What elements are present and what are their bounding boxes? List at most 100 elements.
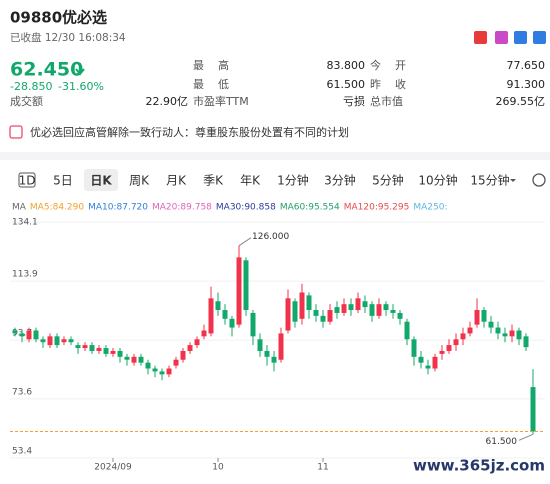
ma-legend: MA MA5:84.290 MA10:87.720 MA20:89.758 MA30:9… — [12, 203, 447, 213]
candle-body — [341, 304, 347, 313]
candle-body — [488, 321, 494, 328]
stat-label: 市盈率TTM — [193, 94, 249, 108]
candle-body — [61, 339, 67, 343]
x-tick-label: 11 — [317, 463, 328, 473]
stat-value: 22.90亿 — [146, 95, 189, 108]
notice[interactable]: 优必选回应高管解除一致行动人：尊重股东股份处置有不同的计划 — [30, 125, 349, 139]
tab[interactable]: 5分钟 — [372, 173, 404, 188]
candle-body — [75, 345, 81, 349]
stats: 成交额 22.90亿 最高 83.800 今开 77.650 最低 61.500 昨收 91.30… — [10, 58, 545, 108]
candle-body — [327, 310, 333, 322]
ma-label: MA120:95.295 — [344, 203, 410, 213]
candle-body — [278, 333, 284, 360]
candle-body — [516, 330, 522, 340]
stat-value: 61.500 — [327, 78, 366, 91]
tab[interactable]: 1D — [19, 174, 36, 188]
ma-label: MA250: — [413, 203, 447, 213]
tab-active-bg[interactable] — [84, 169, 118, 191]
candle-body — [271, 356, 277, 363]
x-tick-label: 2024/09 — [94, 463, 132, 473]
candle-body — [208, 298, 214, 334]
price-change-pct: -31.60% — [58, 80, 104, 93]
ma-label: MA10:87.720 — [88, 203, 148, 213]
candle-body — [250, 312, 256, 337]
tab[interactable]: 日K — [90, 174, 112, 188]
candle-body — [369, 304, 375, 316]
stat-label: 总市值 — [370, 94, 403, 108]
candle-body — [131, 356, 137, 363]
candle-body — [138, 356, 144, 363]
tab[interactable]: 月K — [166, 174, 187, 188]
candle-body — [425, 365, 431, 369]
candle-body — [12, 330, 18, 334]
stat-value: 亏损 — [343, 94, 365, 108]
candle-body — [495, 327, 501, 334]
stat-value: 83.800 — [327, 59, 366, 72]
toolbar-icons[interactable] — [474, 31, 546, 44]
candle-body — [432, 356, 438, 369]
tab[interactable]: 5日 — [53, 174, 73, 188]
candle-body — [117, 350, 123, 357]
tab[interactable]: 10分钟 — [418, 173, 457, 188]
candle-body — [96, 348, 102, 351]
period-tabs: 1D 5日 日K 周K 月K 季K 年K 1分钟 3分钟 5分钟 10分钟 15分钟 — [18, 169, 546, 191]
candle-body — [236, 257, 242, 325]
candle-body — [68, 339, 74, 343]
candle-body — [173, 359, 179, 366]
candle-body — [26, 330, 32, 340]
candle-body — [180, 350, 186, 360]
tab[interactable]: 1分钟 — [277, 173, 309, 188]
tab[interactable]: 季K — [203, 174, 224, 188]
stat-label: 最低 — [193, 78, 243, 91]
tab[interactable]: 周K — [129, 174, 150, 188]
annotation-leader — [518, 433, 534, 441]
candle-body — [152, 368, 158, 372]
candle-body — [523, 336, 529, 348]
annotation: 61.500 — [486, 437, 518, 447]
stat-label: 昨收 — [370, 77, 420, 91]
down-arrow — [75, 63, 85, 76]
candle-body — [481, 310, 487, 322]
tab[interactable]: 3分钟 — [324, 173, 356, 188]
icon-share[interactable] — [495, 31, 508, 44]
ma-label: MA20:89.758 — [152, 203, 212, 213]
candle-body — [229, 318, 235, 328]
dropdown-caret[interactable] — [510, 179, 516, 182]
stock-name: 优必选 — [62, 9, 107, 27]
candle-body — [110, 350, 116, 354]
icon-connect[interactable] — [533, 31, 546, 44]
settings-icon[interactable] — [532, 173, 546, 187]
price-change: -28.850 — [10, 80, 52, 93]
ma-label: MA60:95.554 — [280, 203, 340, 213]
candle-body — [530, 387, 536, 432]
y-tick-label: 113.9 — [12, 270, 38, 280]
candle-body — [285, 298, 291, 331]
candle-body — [159, 371, 165, 375]
candle-body — [320, 315, 326, 322]
candle-body — [103, 348, 109, 354]
ma-label: MA30:90.858 — [216, 203, 276, 213]
tab-icon-box[interactable] — [18, 172, 36, 188]
candle-body — [145, 362, 151, 369]
annotation-leader — [238, 237, 252, 247]
y-tick-label: 53.4 — [12, 447, 32, 457]
candle-body — [397, 312, 403, 319]
tab[interactable]: 15分钟 — [470, 173, 509, 188]
candle-body — [362, 301, 368, 308]
candle-body — [411, 339, 417, 357]
candle-body — [243, 260, 249, 311]
candle-body — [264, 350, 270, 357]
candle-body — [383, 304, 389, 311]
last-price: 62.450 — [10, 59, 83, 81]
icon-hk[interactable] — [474, 31, 487, 44]
icon-compare[interactable] — [514, 31, 527, 44]
notice-icon — [9, 125, 23, 139]
stat-label: 最高 — [193, 58, 243, 72]
candle-body — [124, 356, 130, 360]
stat-value: 91.300 — [507, 78, 546, 91]
candle-body — [453, 339, 459, 346]
market-status: 已收盘 12/30 16:08:34 — [10, 31, 126, 44]
candle-body — [187, 345, 193, 351]
tab[interactable]: 年K — [240, 174, 261, 188]
